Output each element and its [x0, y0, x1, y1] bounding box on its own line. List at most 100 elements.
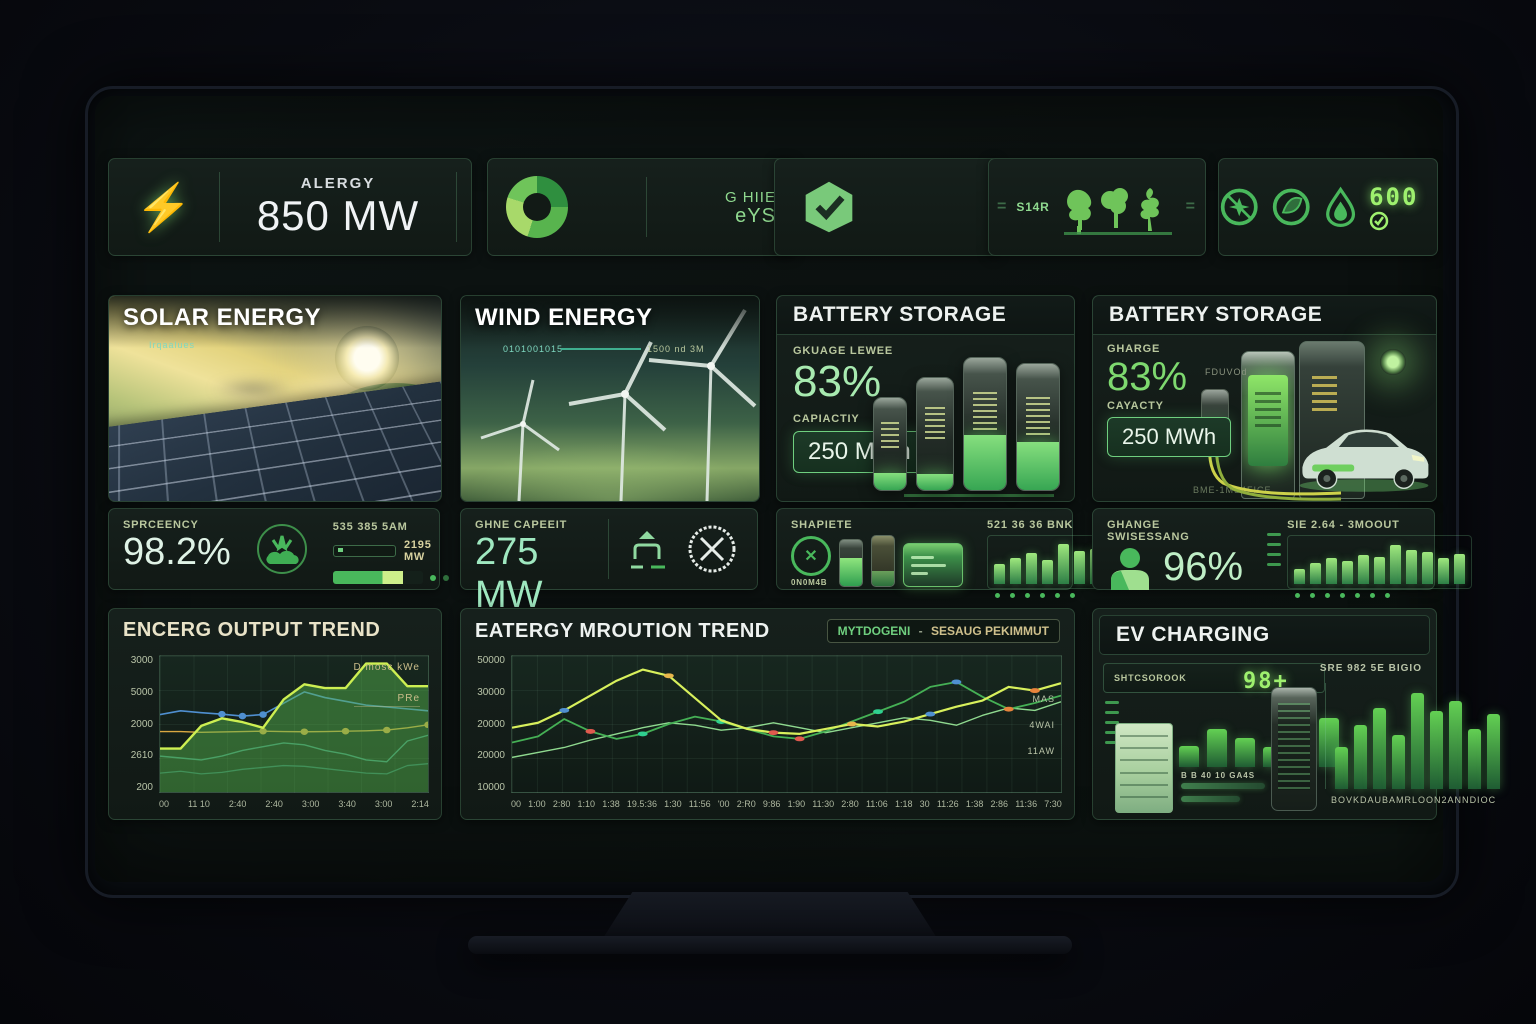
- wind-capacity: GHNE CAPEEIT 275 MW: [475, 519, 596, 616]
- production-trend-plot[interactable]: MAS 4WAI 11AW: [511, 655, 1062, 793]
- charging-meter-block: [1115, 723, 1173, 813]
- solar-stats-strip[interactable]: SPRCEENCY 98.2% 535 385 5AM 2195 MW: [108, 508, 449, 590]
- charging-tower: [1241, 351, 1295, 499]
- kpi-card-ring[interactable]: G HIIE eYS: [487, 158, 795, 256]
- wind-capacity-value: 275 MW: [475, 531, 543, 616]
- solar-overlay-note: Irqaalues: [149, 340, 196, 350]
- bar: [1207, 728, 1227, 767]
- battery2-change-stats: GHANGE SWISESSANG 96%: [1107, 519, 1243, 590]
- ev-charging-panel[interactable]: EV CHARGING SHTCSOROOK 98+ B B 40 10 GA4…: [1092, 608, 1500, 820]
- plot-annotation: 4WAI: [1029, 720, 1055, 730]
- x-tick-label: 7:30: [1044, 799, 1062, 809]
- tick-marks: [1267, 519, 1282, 579]
- check-circle-icon: [1369, 211, 1389, 231]
- energy-output-trend-panel[interactable]: ENCERG OUTPUT TREND 3000 5000 2000 2610 200 …: [108, 608, 442, 820]
- divider: [645, 177, 647, 237]
- power-kpi-text: ALERGY 850 MW: [220, 175, 456, 240]
- battery1-charge-value: 83%: [793, 357, 882, 406]
- battery-cell: [916, 377, 954, 491]
- solar-energy-card[interactable]: SOLAR ENERGY Irqaalues: [108, 295, 442, 502]
- kpi-card-verified[interactable]: [774, 158, 999, 256]
- x-tick-label: 11:56: [688, 799, 711, 809]
- charge-progress-bar[interactable]: [332, 571, 423, 584]
- bar: [1310, 562, 1322, 584]
- wind-overlay-right: 1500 nd 3M: [647, 344, 705, 354]
- battery-slats: [1026, 396, 1050, 435]
- divider: [456, 172, 457, 242]
- x-tick-label: 1:10: [577, 799, 596, 809]
- progress-track[interactable]: [332, 545, 396, 557]
- series-dot: [424, 721, 428, 729]
- series-marker: [559, 707, 570, 713]
- wind-overlay-left: 0101001015: [503, 344, 564, 354]
- bar: [1235, 737, 1255, 767]
- dash-decoration: =: [1185, 198, 1197, 215]
- series-marker: [951, 679, 962, 685]
- bar: [1390, 545, 1402, 584]
- series-line: [160, 664, 428, 749]
- x-tick-label: 00: [159, 799, 170, 809]
- ledger-rule: [1120, 746, 1168, 749]
- lightning-bolt-icon: ⚡: [135, 180, 193, 233]
- output-trend-chart: [160, 656, 428, 792]
- series-marker: [873, 709, 883, 715]
- x-tick-label: 11:26: [936, 799, 959, 809]
- solar-efficiency-value: 98.2%: [123, 531, 231, 573]
- solar-output-label: 535 385 5AM: [332, 521, 408, 533]
- tower-slats: [1278, 702, 1310, 791]
- battery1-stat-label: SHAPIETE: [791, 519, 853, 531]
- bar: [1358, 554, 1370, 584]
- y-tick-label: 5000: [130, 686, 153, 698]
- bar: [1058, 544, 1069, 584]
- ring-kpi-line1: G HIIE: [724, 189, 776, 206]
- solar-efficiency-label: SPRCEENCY: [123, 519, 199, 531]
- turbine-circle-icon: [688, 525, 736, 573]
- battery1-capacity-label: CAPIACTIY: [793, 413, 860, 425]
- series-dot: [300, 728, 309, 736]
- legend-entry: D mosc kWe: [353, 662, 420, 673]
- battery2-capacity-value: 250 MWh: [1107, 417, 1232, 457]
- output-trend-plot[interactable]: D mosc kWe PRe: [159, 655, 429, 793]
- divider: [219, 172, 220, 242]
- title-shade: [109, 296, 441, 348]
- kpi-card-power[interactable]: ⚡ ALERGY 850 MW: [108, 158, 472, 256]
- battery-slats: [881, 421, 899, 450]
- mini-battery-fill: [840, 558, 862, 586]
- ev-subpanel-label: SHTCSOROOK: [1114, 673, 1187, 683]
- battery2-stats-strip[interactable]: GHANGE SWISESSANG 96% SIE 2.64 - 3MOOUT: [1092, 508, 1473, 598]
- y-tick-label: 20000: [477, 750, 505, 762]
- wind-energy-card[interactable]: WIND ENERGY 0101001015 1500 nd 3M: [460, 295, 760, 502]
- battery-storage-card-2[interactable]: BATTERY STORAGE GHARGE 83% CAYACTY 250 M…: [1092, 295, 1437, 502]
- water-drop-icon: [1326, 186, 1356, 228]
- battery1-stats-strip[interactable]: SHAPIETE ✕ 0N0M4B 521 36 36 BNK: [776, 508, 1124, 598]
- ledger-rule: [1120, 771, 1168, 774]
- energy-production-trend-panel[interactable]: EATERGY MROUTION TREND MYTDOGENI - SESAU…: [460, 608, 1075, 820]
- x-tick-label: 1:38: [602, 799, 620, 809]
- wind-capacity-label: GHNE CAPEEIT: [475, 519, 568, 531]
- house-arrow-icon: [631, 531, 665, 569]
- production-trend-badge[interactable]: MYTDOGENI - SESAUG PEKIMMUT: [826, 619, 1060, 643]
- kpi-card-eco[interactable]: 600: [1218, 158, 1438, 256]
- plot-annotation: 11AW: [1027, 746, 1055, 756]
- wind-stats-strip[interactable]: GHNE CAPEEIT 275 MW: [460, 508, 758, 616]
- battery1-bank-label: 521 36 36 BNK: [987, 519, 1074, 531]
- battery2-title: BATTERY STORAGE: [1109, 303, 1323, 326]
- progress-marker: [337, 548, 343, 552]
- battery2-mini-bars[interactable]: [1287, 535, 1473, 589]
- bar: [1342, 561, 1354, 584]
- kpi-card-forest[interactable]: = S14R =: [988, 158, 1206, 256]
- ev-right-caption: SRE 982 5E BIGIO: [1319, 663, 1422, 674]
- battery-fill: [1017, 442, 1059, 490]
- bar: [1179, 746, 1199, 767]
- bar: [1335, 747, 1348, 789]
- battery-fill: [917, 474, 953, 490]
- series-marker: [846, 721, 857, 727]
- series-marker: [1029, 688, 1040, 694]
- trees-icon: [1063, 188, 1172, 235]
- divider: [608, 519, 609, 579]
- battery-storage-card-1[interactable]: BATTERY STORAGE GKUAGE LEWEE 83% CAPIACT…: [776, 295, 1075, 502]
- battery-cell: [873, 397, 907, 491]
- ev-usage-bars[interactable]: [1335, 685, 1500, 789]
- battery-fill: [874, 473, 906, 490]
- x-tick-label: 11:06: [865, 799, 888, 809]
